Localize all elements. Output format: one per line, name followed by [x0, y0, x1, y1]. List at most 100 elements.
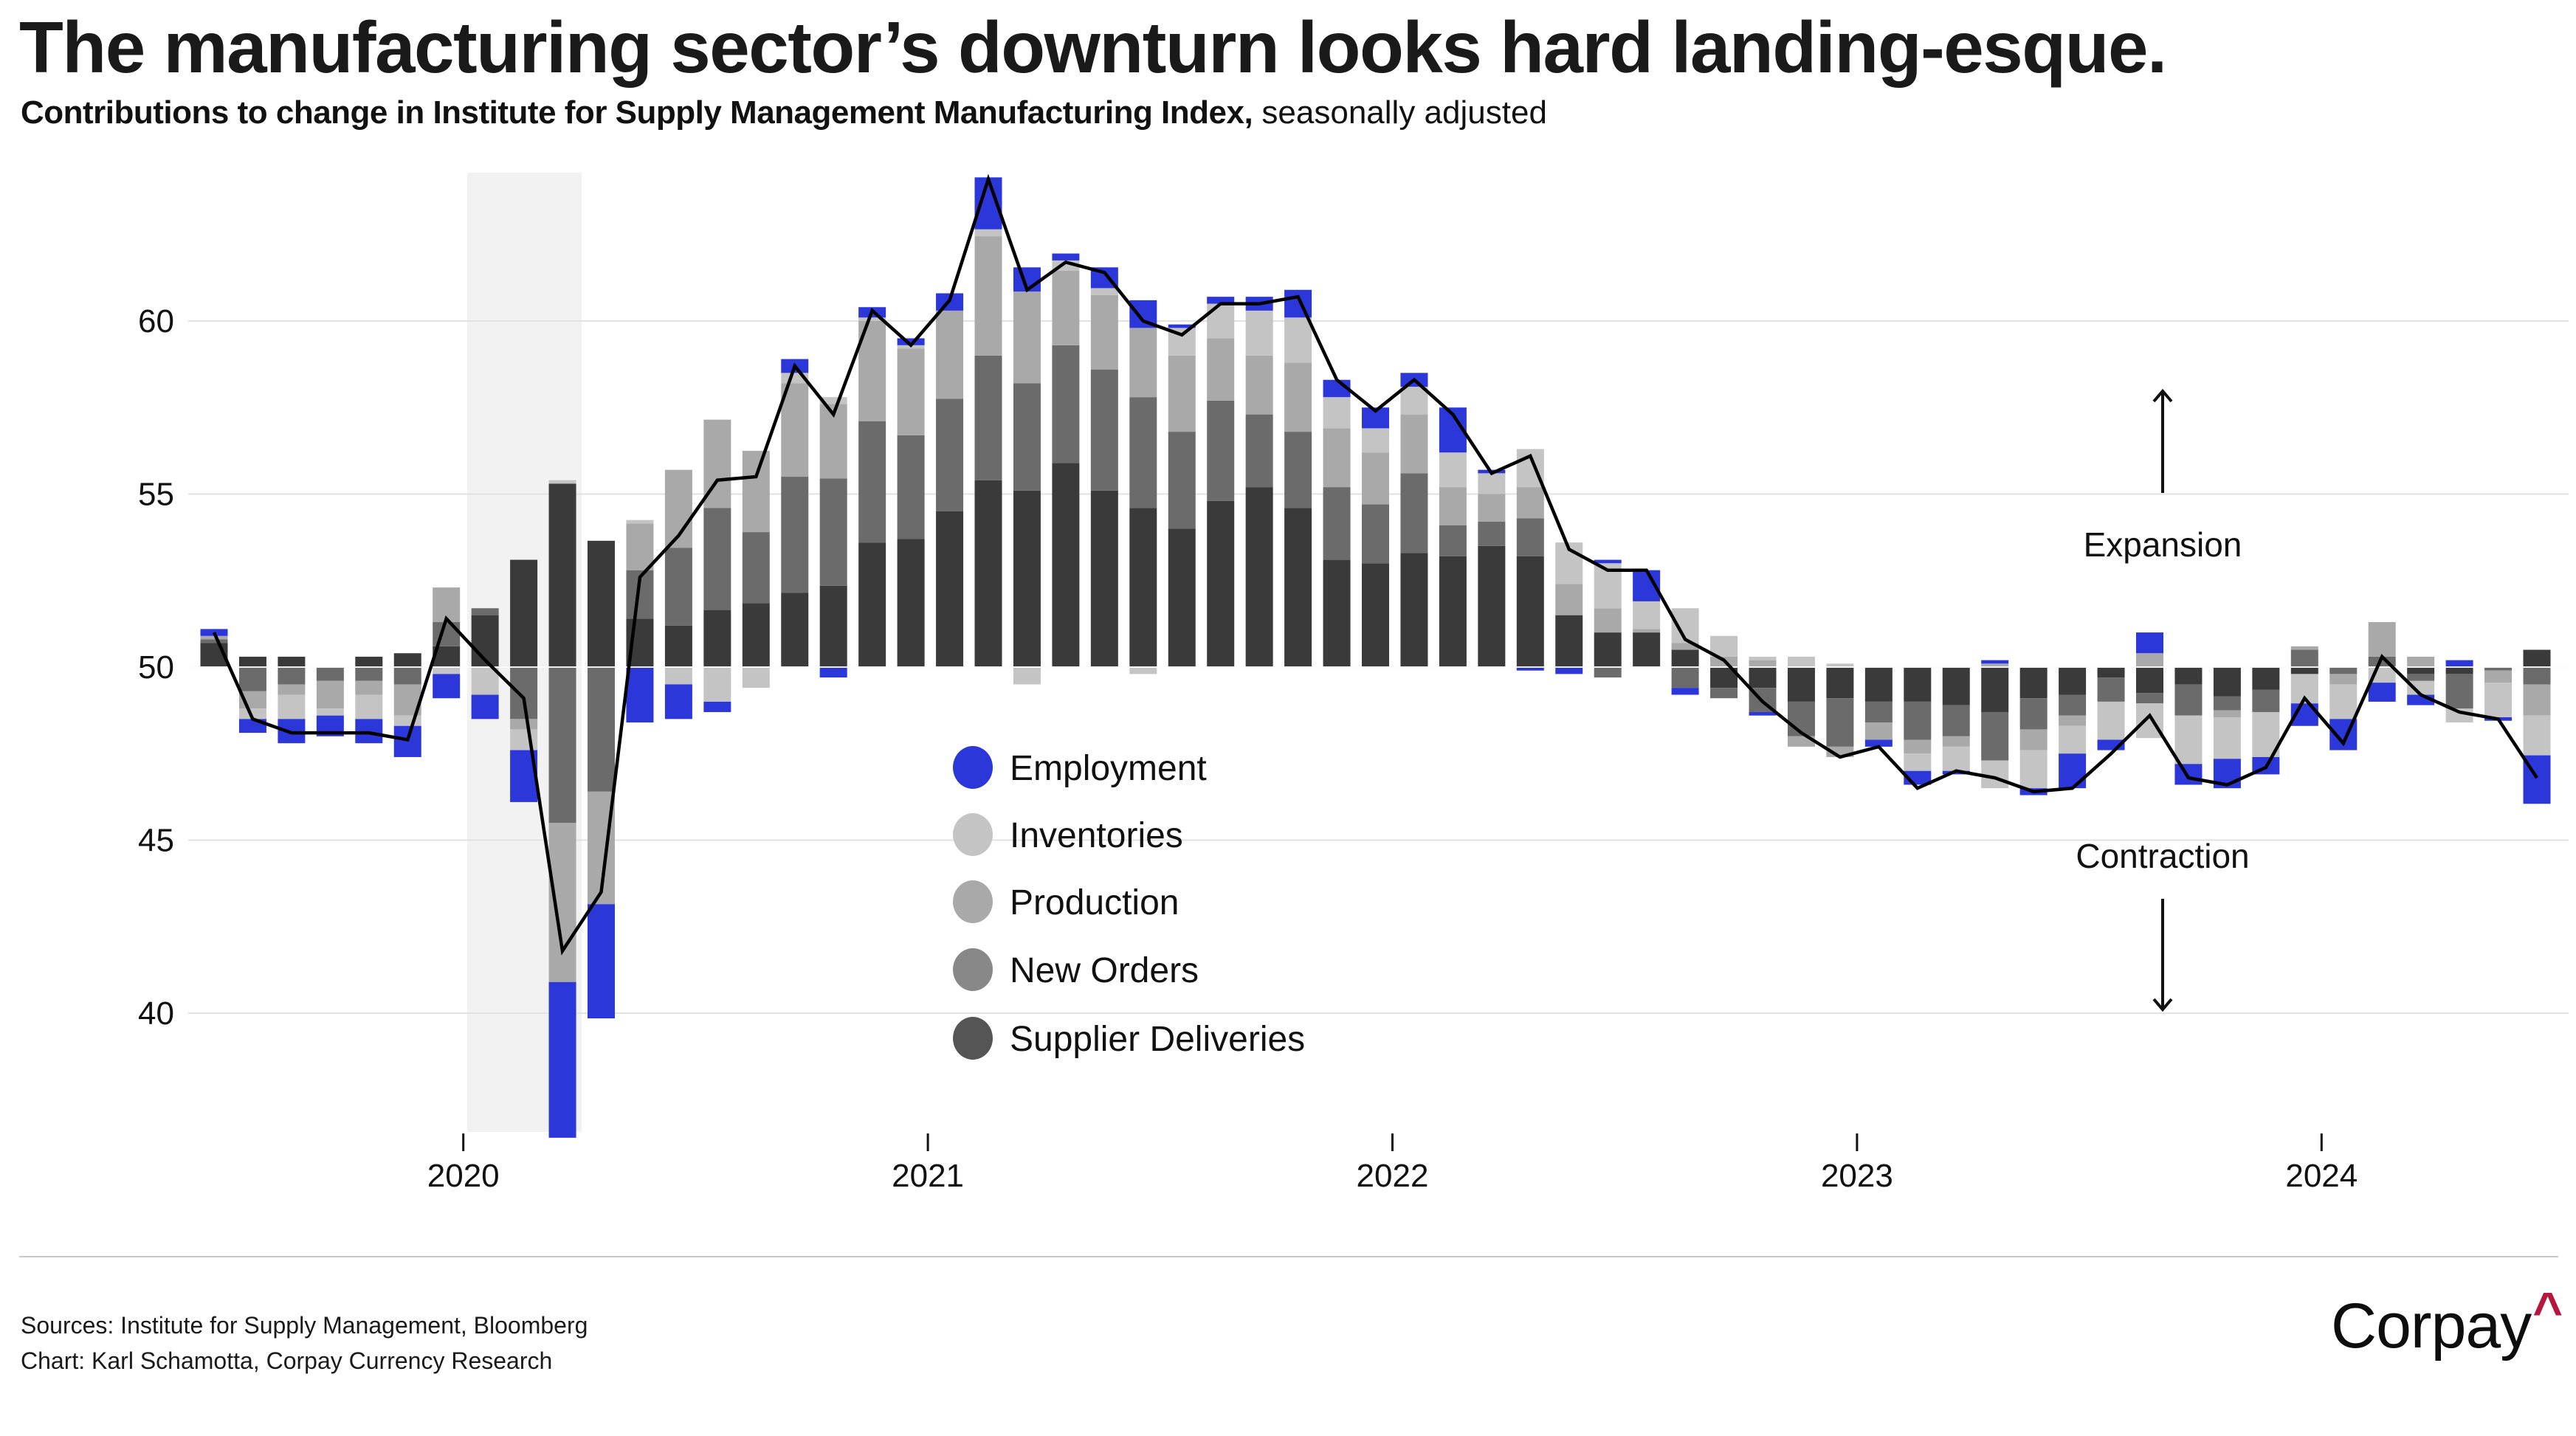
bar-segment-new-orders	[974, 355, 1002, 480]
bar-segment-new-orders	[200, 639, 228, 643]
y-tick-label: 50	[138, 649, 174, 686]
bar-segment-production	[974, 236, 1002, 356]
bar-segment-supplier-deliveries	[548, 483, 576, 667]
bar-segment-supplier-deliveries	[1942, 667, 1970, 705]
bar-segment-production	[2329, 674, 2358, 685]
logo-wordmark: Corpay	[2331, 1291, 2532, 1361]
bar-segment-employment	[897, 338, 925, 345]
bar-segment-production	[2523, 684, 2551, 716]
bar-stack	[1400, 373, 1428, 667]
bar-segment-production	[1864, 722, 1893, 740]
bar-stack	[2407, 656, 2435, 705]
bar-segment-supplier-deliveries	[2019, 667, 2048, 699]
bar-segment-new-orders	[1013, 383, 1041, 491]
bar-segment-supplier-deliveries	[1749, 667, 1777, 688]
bar-segment-supplier-deliveries	[819, 585, 847, 667]
footer-sources: Sources: Institute for Supply Management…	[21, 1308, 588, 1378]
bar-segment-production	[200, 635, 228, 640]
bar-segment-inventories	[1207, 303, 1235, 339]
bar-segment-inventories	[1013, 667, 1041, 685]
bar-segment-employment	[2445, 660, 2473, 667]
bar-segment-new-orders	[1362, 504, 1389, 564]
bar-segment-inventories	[1245, 310, 1273, 356]
bar-stack	[1749, 656, 1777, 716]
bar-segment-supplier-deliveries	[742, 603, 770, 667]
bar-segment-production	[510, 719, 538, 730]
bar-stack	[1168, 324, 1196, 667]
chart-subtitle: Contributions to change in Institute for…	[21, 94, 1547, 131]
bar-segment-inventories	[548, 480, 576, 484]
y-tick-label: 60	[138, 303, 174, 339]
bar-stack	[2097, 667, 2125, 750]
bar-segment-new-orders	[2213, 696, 2241, 711]
bar-stack	[1362, 407, 1389, 667]
bar-stack	[703, 419, 731, 712]
bar-segment-production	[742, 450, 770, 533]
bar-segment-new-orders	[1284, 432, 1312, 508]
bar-stack	[858, 307, 886, 667]
bar-segment-supplier-deliveries	[781, 593, 809, 667]
bar-segment-employment	[1594, 559, 1622, 564]
bar-segment-new-orders	[2097, 677, 2125, 702]
legend: Employment Inventories Production New Order…	[953, 746, 1305, 1060]
bar-segment-new-orders	[936, 398, 964, 511]
bar-segment-supplier-deliveries	[1478, 545, 1506, 667]
bar-segment-supplier-deliveries	[1864, 667, 1893, 702]
bar-segment-new-orders	[1478, 522, 1506, 546]
bar-stack	[1013, 267, 1041, 685]
bar-segment-new-orders	[664, 548, 692, 626]
bar-segment-inventories	[1904, 753, 1932, 771]
bar-segment-employment	[2059, 753, 2087, 789]
bar-segment-production	[626, 523, 654, 570]
bar-segment-new-orders	[1981, 711, 2009, 761]
bar-segment-supplier-deliveries	[393, 653, 421, 667]
bar-segment-new-orders	[2019, 698, 2048, 730]
bar-segment-employment	[703, 701, 731, 712]
bar-segment-supplier-deliveries	[1052, 463, 1080, 667]
bar-segment-supplier-deliveries	[2213, 667, 2241, 697]
legend-swatch-icon	[953, 880, 993, 923]
bar-segment-production	[1981, 663, 2009, 667]
legend-item: New Orders	[953, 948, 1199, 991]
bar-segment-new-orders	[278, 667, 306, 685]
bar-segment-inventories	[2059, 725, 2087, 754]
bar-segment-supplier-deliveries	[238, 656, 266, 667]
bar-segment-supplier-deliveries	[2136, 667, 2163, 694]
bar-segment-production	[1168, 355, 1196, 432]
bar-segment-supplier-deliveries	[588, 540, 615, 667]
bar-segment-new-orders	[2407, 674, 2435, 681]
bar-segment-supplier-deliveries	[936, 511, 964, 667]
bar-segment-production	[2368, 622, 2396, 657]
bar-segment-inventories	[1090, 288, 1118, 295]
bar-segment-inventories	[1710, 635, 1738, 657]
bar-segment-supplier-deliveries	[1129, 508, 1157, 667]
bar-segment-inventories	[1362, 428, 1389, 453]
legend-swatch-icon	[953, 948, 993, 991]
bar-segment-inventories	[2174, 715, 2203, 764]
x-tick-label: 2021	[892, 1158, 964, 1194]
bar-segment-employment	[2136, 632, 2163, 654]
bar-segment-new-orders	[1671, 667, 1699, 688]
bar-stack	[393, 653, 421, 757]
bar-stack	[471, 608, 499, 719]
bar-segment-supplier-deliveries	[1555, 615, 1583, 667]
bar-stack	[1633, 570, 1661, 667]
bar-segment-inventories	[1284, 317, 1312, 363]
bar-stack	[1478, 469, 1506, 667]
bar-segment-new-orders	[742, 532, 770, 604]
bar-segment-employment	[1052, 253, 1080, 260]
bar-stack	[238, 656, 266, 733]
bar-segment-supplier-deliveries	[2174, 667, 2203, 685]
logo-caret-icon: ^	[2532, 1282, 2563, 1339]
bar-segment-new-orders	[2290, 649, 2318, 667]
bar-segment-inventories	[2484, 683, 2513, 718]
bar-segment-employment	[1555, 667, 1583, 674]
bar-segment-new-orders	[1400, 473, 1428, 553]
bar-segment-supplier-deliveries	[355, 656, 383, 667]
bar-segment-inventories	[510, 729, 538, 750]
bar-segment-new-orders	[1090, 369, 1118, 491]
bar-segment-production	[548, 823, 576, 982]
bar-segment-new-orders	[2329, 667, 2358, 674]
bar-segment-supplier-deliveries	[1323, 559, 1351, 667]
bar-segment-employment	[626, 667, 654, 723]
